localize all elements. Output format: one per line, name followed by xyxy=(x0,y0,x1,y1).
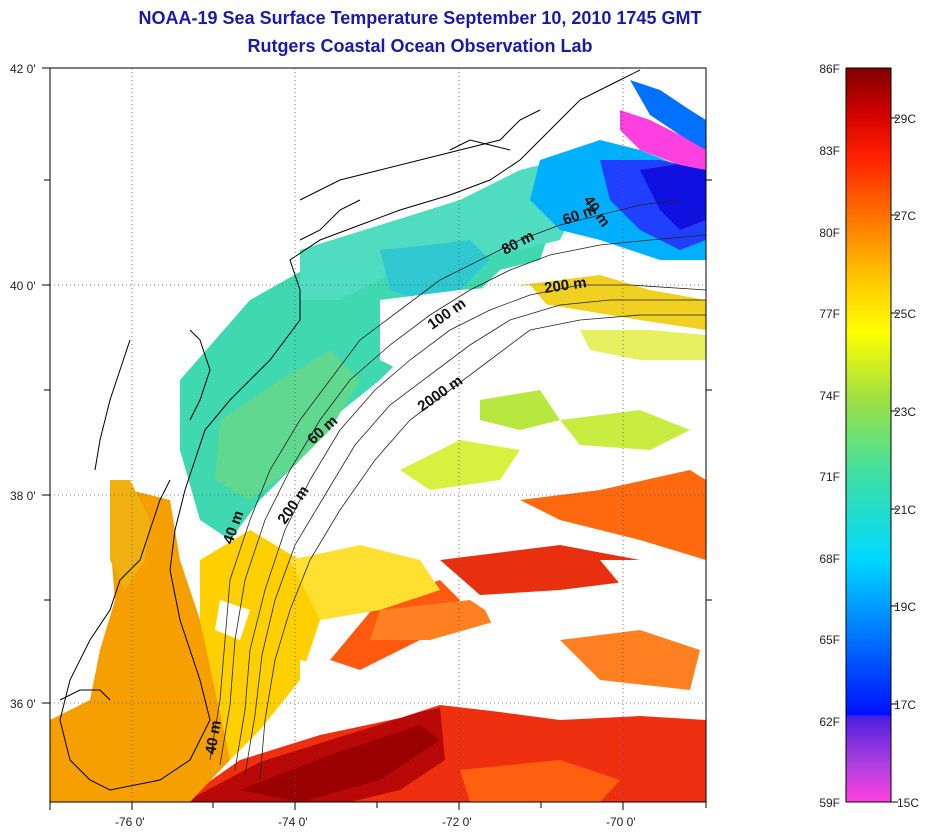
graticule xyxy=(50,68,706,802)
axis-ticks xyxy=(42,67,712,810)
colorbar-f-label: 62F xyxy=(819,715,840,729)
lat-label-42: 42 0' xyxy=(10,62,36,76)
map-frame xyxy=(49,67,707,803)
lon-label-72: -72 0' xyxy=(442,815,472,829)
isobath-label: 200 m xyxy=(543,274,587,297)
lon-label-74: -74 0' xyxy=(278,815,308,829)
coastline xyxy=(59,69,641,791)
colorbar-c-label: 27C xyxy=(894,209,916,223)
colorbar-f-label: 77F xyxy=(819,307,840,321)
lon-label-70: -70 0' xyxy=(606,815,636,829)
lat-label-38: 38 0' xyxy=(10,489,36,503)
colorbar-f-label: 83F xyxy=(819,144,840,158)
map-subtitle: Rutgers Coastal Ocean Observation Lab xyxy=(247,36,593,56)
colorbar-f-label: 86F xyxy=(819,62,840,76)
colorbar-c-label: 21C xyxy=(894,503,916,517)
lon-label-76: -76 0' xyxy=(115,815,145,829)
colorbar-f-label: 74F xyxy=(819,389,840,403)
colorbar-ticks xyxy=(891,117,898,803)
map-title: NOAA-19 Sea Surface Temperature Septembe… xyxy=(138,8,702,28)
colorbar-f-label: 65F xyxy=(819,633,840,647)
colorbar-f-label: 68F xyxy=(819,552,840,566)
colorbar-fahrenheit-labels: 86F 83F 80F 77F 74F 71F 68F 65F 62F 59F xyxy=(819,62,840,810)
colorbar-celsius-labels: 29C 27C 25C 23C 21C 19C 17C 15C xyxy=(894,112,919,810)
colorbar-c-label: 23C xyxy=(894,405,916,419)
colorbar-f-label: 71F xyxy=(819,470,840,484)
colorbar-c-label: 17C xyxy=(894,698,916,712)
lat-label-36: 36 0' xyxy=(10,697,36,711)
colorbar-c-label: 15C xyxy=(897,796,919,810)
sst-field xyxy=(50,68,706,802)
colorbar-f-label: 59F xyxy=(819,796,840,810)
colorbar-c-label: 25C xyxy=(894,307,916,321)
colorbar-f-label: 80F xyxy=(819,226,840,240)
colorbar-c-label: 29C xyxy=(894,112,916,126)
colorbar-c-label: 19C xyxy=(894,600,916,614)
lat-label-40: 40 0' xyxy=(10,279,36,293)
bathymetry-contours xyxy=(209,199,706,781)
colorbar xyxy=(845,67,892,803)
isobath-label: 40 m xyxy=(202,719,225,756)
